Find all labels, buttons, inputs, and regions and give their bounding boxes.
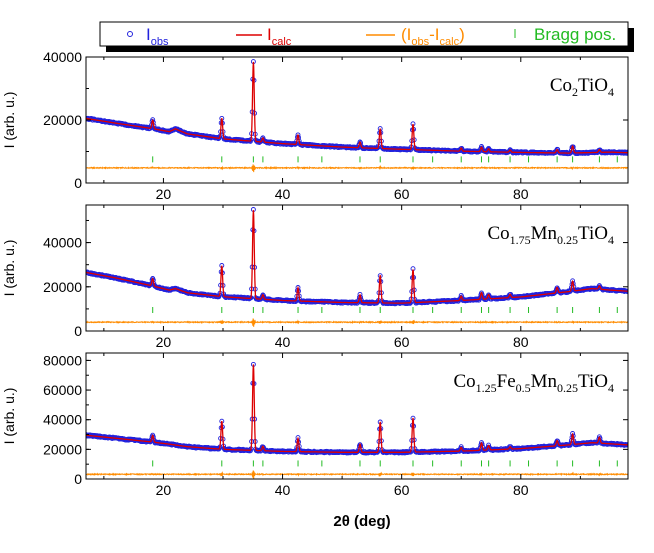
panel-3-obs-point-1352	[486, 442, 492, 448]
panel-1-ytick-label-3: 40000	[43, 49, 82, 65]
panel-1-ylabel: I (arb. u.)	[1, 92, 17, 149]
panel-2-composition-part-5: TiO	[578, 223, 608, 244]
panel-1-xtick-label-1: 20	[156, 186, 172, 202]
panel-3-ytick-label-4: 60000	[43, 382, 82, 398]
panel-3-composition-part-8: 4	[608, 381, 614, 395]
panel-3-obs-point-594	[260, 444, 266, 450]
panel-1-composition: Co2TiO4	[550, 75, 614, 99]
panel-2-calculated-curve	[86, 210, 628, 304]
legend-obs-marker	[127, 31, 133, 37]
panel-1-calculated-curve	[86, 61, 628, 154]
panel-2: 0 20000 40000 20 40 60 80 I (arb. u.) Co1.75Mn0.…	[1, 204, 629, 350]
panel-2-ytick-label-2: 20000	[43, 279, 82, 295]
panel-2-ytick-label-3: 40000	[43, 235, 82, 251]
panel-1-xtick-label-2: 40	[275, 186, 291, 202]
legend-obs-sub: obs	[151, 36, 169, 48]
panel-2-composition-part-1: Co	[487, 223, 509, 244]
panel-3-xtick-label-2: 40	[275, 482, 291, 498]
panel-3-xtick-label-1: 20	[156, 482, 172, 498]
legend-diff-label: (Iobs-Icalc)	[401, 25, 465, 48]
legend-obs-label: Iobs	[146, 25, 169, 48]
panel-1-plot	[86, 59, 628, 173]
panel-2-composition-part-4: 0.25	[557, 233, 578, 247]
panel-3-composition-part-2: 1.25	[476, 381, 497, 395]
panel-3-frame	[85, 352, 629, 480]
panel-3-ytick-label-1: 0	[74, 471, 82, 487]
panel-2-xtick-label-4: 80	[513, 334, 529, 350]
panel-1-ytick-label-2: 20000	[43, 112, 82, 128]
legend-diff-end: )	[459, 25, 465, 44]
panel-2-ytick-label-1: 0	[74, 323, 82, 339]
panel-3-xtick-label-4: 80	[513, 482, 529, 498]
legend-bragg-label: Bragg pos.	[534, 25, 616, 44]
panel-3-composition-part-3: Fe	[497, 371, 516, 392]
x-axis-title: 2θ (deg)	[333, 513, 390, 530]
panel-1-difference-curve	[86, 164, 628, 173]
panel-2-composition: Co1.75Mn0.25TiO4	[487, 223, 614, 247]
legend-diff-mid: -I	[429, 25, 439, 44]
panel-2-xtick-label-3: 60	[394, 334, 410, 350]
legend-calc-main: I	[267, 25, 272, 44]
panel-2-ylabel: I (arb. u.)	[1, 240, 17, 297]
panel-3-calculated-curve	[86, 364, 628, 453]
legend-box	[99, 21, 629, 47]
panel-3-xtick-label-3: 60	[394, 482, 410, 498]
legend-calc-sub: calc	[272, 36, 292, 48]
panel-3-composition: Co1.25Fe0.5Mn0.25TiO4	[453, 371, 614, 395]
panel-2-plot	[86, 207, 628, 327]
panel-2-xtick-label-1: 20	[156, 334, 172, 350]
panel-2-composition-part-2: 1.75	[510, 233, 531, 247]
panel-1: 0 20000 40000 20 40 60 80 I (arb. u.) Co2TiO4	[1, 49, 629, 202]
panel-1-observed	[86, 59, 628, 157]
panel-2-obs-point-1820	[625, 289, 628, 295]
legend-diff-sub2: calc	[440, 36, 460, 48]
panel-3-plot	[86, 361, 628, 479]
panel-1-ytick-label-1: 0	[74, 175, 82, 191]
panel-2-composition-part-6: 4	[608, 233, 614, 247]
panel-1-frame	[85, 56, 629, 184]
legend: Iobs Icalc (Iobs-Icalc) Bragg pos.	[99, 21, 634, 52]
legend-diff-sub1: obs	[411, 36, 429, 48]
panel-1-composition-part-2: 2	[572, 85, 578, 99]
panel-2-frame	[85, 204, 629, 332]
panel-2-difference-curve	[86, 318, 628, 327]
panel-1-xtick-label-4: 80	[513, 186, 529, 202]
panel-1-composition-part-1: Co	[550, 75, 572, 96]
panel-3-difference-curve	[86, 470, 628, 479]
panel-1-xtick-label-3: 60	[394, 186, 410, 202]
panel-3-ytick-label-3: 40000	[43, 412, 82, 428]
panel-3: 0 20000 40000 60000 80000 20 40 60 80 I (arb. u.)…	[1, 352, 629, 498]
panel-1-composition-part-3: TiO	[578, 75, 608, 96]
panel-3-composition-part-7: TiO	[578, 371, 608, 392]
panel-3-ytick-label-2: 20000	[43, 441, 82, 457]
panel-2-xtick-label-2: 40	[275, 334, 291, 350]
panel-3-ytick-label-5: 80000	[43, 352, 82, 368]
panel-2-composition-part-3: Mn	[531, 223, 558, 244]
panel-3-composition-part-5: Mn	[531, 371, 558, 392]
legend-obs-main: I	[146, 25, 151, 44]
panel-1-composition-part-4: 4	[608, 85, 614, 99]
panel-3-composition-part-1: Co	[453, 371, 475, 392]
legend-calc-label: Icalc	[267, 25, 292, 48]
panel-3-composition-part-6: 0.25	[557, 381, 578, 395]
panel-3-ylabel: I (arb. u.)	[1, 388, 17, 445]
legend-diff-main1: (I	[401, 25, 411, 44]
panel-3-composition-part-4: 0.5	[516, 381, 531, 395]
